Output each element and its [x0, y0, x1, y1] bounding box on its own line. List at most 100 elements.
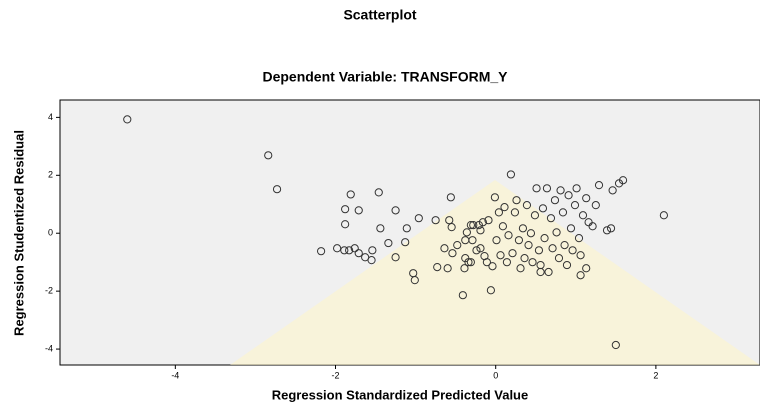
point [367, 256, 376, 265]
x-axis-label: Regression Standardized Predicted Value [272, 387, 528, 402]
point [514, 236, 524, 245]
point [414, 214, 423, 223]
point [606, 224, 616, 233]
point [550, 196, 560, 205]
point [443, 264, 452, 273]
point [341, 205, 350, 214]
point [536, 267, 545, 277]
point [562, 260, 572, 270]
point [345, 246, 354, 255]
point [466, 258, 475, 267]
point [548, 244, 557, 253]
point [469, 221, 478, 230]
point [564, 191, 573, 200]
point [484, 216, 493, 225]
point [552, 228, 561, 237]
point [488, 262, 497, 271]
point [391, 253, 400, 262]
y-tick-label: -2 [45, 286, 53, 296]
point [554, 254, 564, 263]
point [446, 193, 455, 202]
point [354, 249, 363, 258]
point [520, 254, 529, 263]
point [566, 224, 576, 233]
point [401, 238, 410, 247]
point [354, 206, 363, 215]
point [490, 193, 499, 202]
x-tick-label: -4 [171, 370, 179, 380]
point [482, 258, 491, 267]
point [618, 176, 628, 185]
y-axis-label: Regression Studentized Residual [11, 130, 26, 336]
point [341, 220, 350, 229]
point [540, 234, 549, 243]
y-tick-label: 4 [48, 112, 53, 122]
point [433, 263, 442, 272]
point [574, 234, 584, 243]
point [500, 203, 509, 212]
y-tick-label: 2 [48, 170, 53, 180]
point [374, 188, 383, 197]
point [316, 247, 326, 256]
point [568, 246, 577, 255]
point [522, 201, 532, 210]
point [272, 185, 282, 194]
point [508, 249, 517, 258]
watermark [230, 180, 760, 365]
point [602, 226, 612, 235]
point [524, 240, 533, 250]
point [494, 208, 504, 217]
point [492, 236, 501, 245]
point [346, 190, 355, 199]
point [576, 251, 585, 260]
point [516, 264, 525, 273]
point [534, 246, 544, 255]
point [582, 264, 591, 273]
point [502, 258, 512, 267]
point [333, 244, 342, 253]
point [578, 211, 588, 220]
point [123, 115, 132, 124]
point [391, 206, 400, 215]
point [504, 231, 513, 240]
point [576, 271, 585, 280]
x-tick-label: 2 [653, 370, 658, 380]
point [591, 201, 600, 210]
point [544, 267, 553, 277]
point [496, 251, 505, 260]
point [453, 240, 462, 250]
point [402, 224, 411, 233]
point [526, 229, 536, 238]
chart-title: Scatterplot [343, 7, 416, 23]
point [528, 258, 537, 267]
point [445, 216, 454, 225]
point [472, 246, 481, 255]
x-tick-label: 0 [493, 370, 498, 380]
point [460, 264, 469, 273]
point [458, 291, 467, 300]
point [461, 236, 470, 245]
point [476, 244, 485, 253]
point [440, 244, 449, 253]
point [476, 226, 485, 235]
point [538, 204, 548, 213]
point [542, 184, 552, 193]
point [498, 222, 508, 231]
point [350, 244, 359, 253]
point [659, 211, 668, 220]
chart-subtitle: Dependent Variable: TRANSFORM_Y [262, 69, 508, 85]
point [546, 214, 556, 223]
point [556, 186, 565, 195]
point [518, 224, 528, 233]
point [582, 194, 591, 203]
point [510, 208, 520, 217]
point [570, 201, 580, 210]
point [368, 246, 377, 255]
point [512, 196, 521, 205]
point [462, 228, 471, 237]
point [532, 184, 541, 193]
point [560, 240, 569, 250]
point [506, 170, 516, 179]
point [478, 218, 487, 227]
